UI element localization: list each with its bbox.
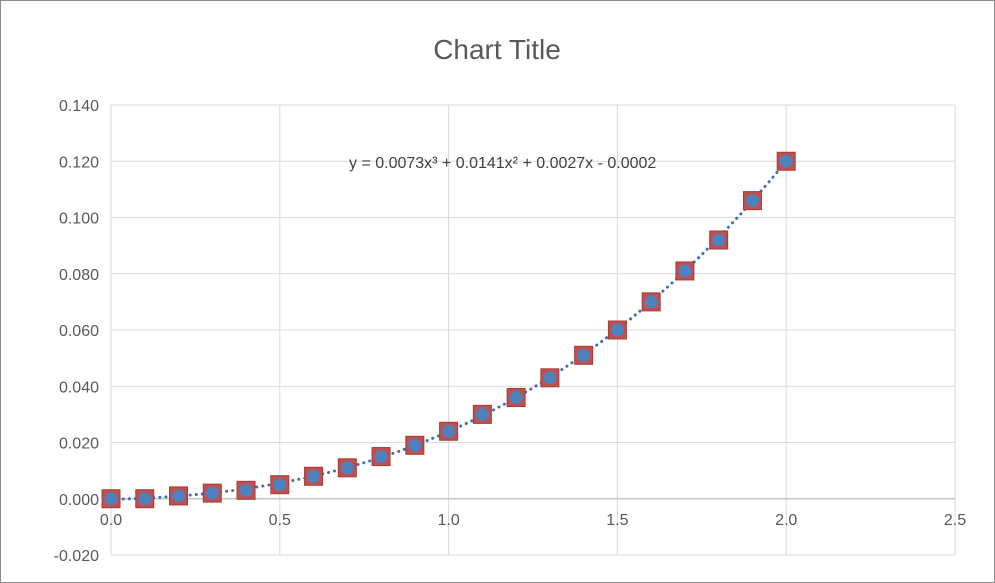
data-point — [236, 480, 256, 500]
dot-marker — [104, 492, 118, 506]
dot-marker — [239, 483, 253, 497]
dot-marker — [172, 489, 186, 503]
y-tick-label: -0.020 — [54, 548, 99, 565]
y-tick-label: 0.060 — [59, 323, 99, 340]
data-point — [101, 489, 121, 509]
dot-marker — [307, 469, 321, 483]
x-tick-label: 0.5 — [269, 512, 291, 529]
y-tick-label: 0.100 — [59, 211, 99, 228]
data-point — [709, 230, 729, 250]
data-point — [641, 292, 661, 312]
data-point — [776, 151, 796, 171]
dot-marker — [577, 348, 591, 362]
dot-marker — [644, 295, 658, 309]
dot-marker — [273, 478, 287, 492]
data-point — [135, 489, 155, 509]
dot-marker — [712, 233, 726, 247]
data-point — [405, 435, 425, 455]
y-tick-label: 0.020 — [59, 436, 99, 453]
trendline-equation: y = 0.0073x³ + 0.0141x² + 0.0027x - 0.00… — [349, 155, 656, 172]
dot-marker — [340, 461, 354, 475]
y-tick-label: 0.120 — [59, 154, 99, 171]
x-tick-label: 2.5 — [944, 512, 966, 529]
dot-marker — [779, 154, 793, 168]
x-tick-label: 1.0 — [437, 512, 459, 529]
y-tick-label: 0.040 — [59, 379, 99, 396]
data-point — [202, 483, 222, 503]
x-tick-label: 2.0 — [775, 512, 797, 529]
data-markers — [101, 151, 796, 509]
data-point — [540, 368, 560, 388]
dot-marker — [610, 323, 624, 337]
data-point — [304, 466, 324, 486]
dot-marker — [678, 264, 692, 278]
dot-marker — [543, 371, 557, 385]
dot-marker — [475, 407, 489, 421]
dot-marker — [509, 391, 523, 404]
data-point — [337, 458, 357, 478]
y-tick-label: 0.080 — [59, 267, 99, 284]
data-point — [371, 447, 391, 467]
data-point — [472, 404, 492, 424]
data-point — [270, 475, 290, 495]
x-tick-label: 0.0 — [100, 512, 122, 529]
y-tick-label: 0.140 — [59, 98, 99, 115]
dot-marker — [745, 194, 759, 208]
data-point — [607, 320, 627, 340]
data-point — [742, 191, 762, 211]
dot-marker — [374, 450, 388, 464]
data-point — [439, 421, 459, 441]
data-point — [169, 486, 189, 506]
data-point — [574, 345, 594, 365]
data-point — [675, 261, 695, 281]
y-tick-label: 0.000 — [59, 492, 99, 509]
dot-marker — [205, 486, 219, 500]
chart-title: Chart Title — [433, 34, 561, 65]
x-tick-label: 1.5 — [606, 512, 628, 529]
dot-marker — [408, 438, 422, 452]
tick-labels: -0.020 0.000 0.020 0.040 0.060 0.080 0.100 0.12… — [54, 98, 967, 565]
dot-marker — [138, 492, 152, 506]
dot-marker — [442, 424, 456, 438]
data-point — [506, 388, 526, 407]
